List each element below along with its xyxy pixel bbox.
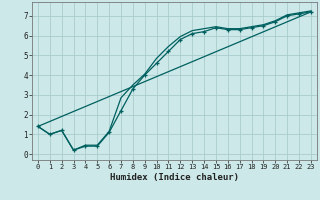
- X-axis label: Humidex (Indice chaleur): Humidex (Indice chaleur): [110, 173, 239, 182]
